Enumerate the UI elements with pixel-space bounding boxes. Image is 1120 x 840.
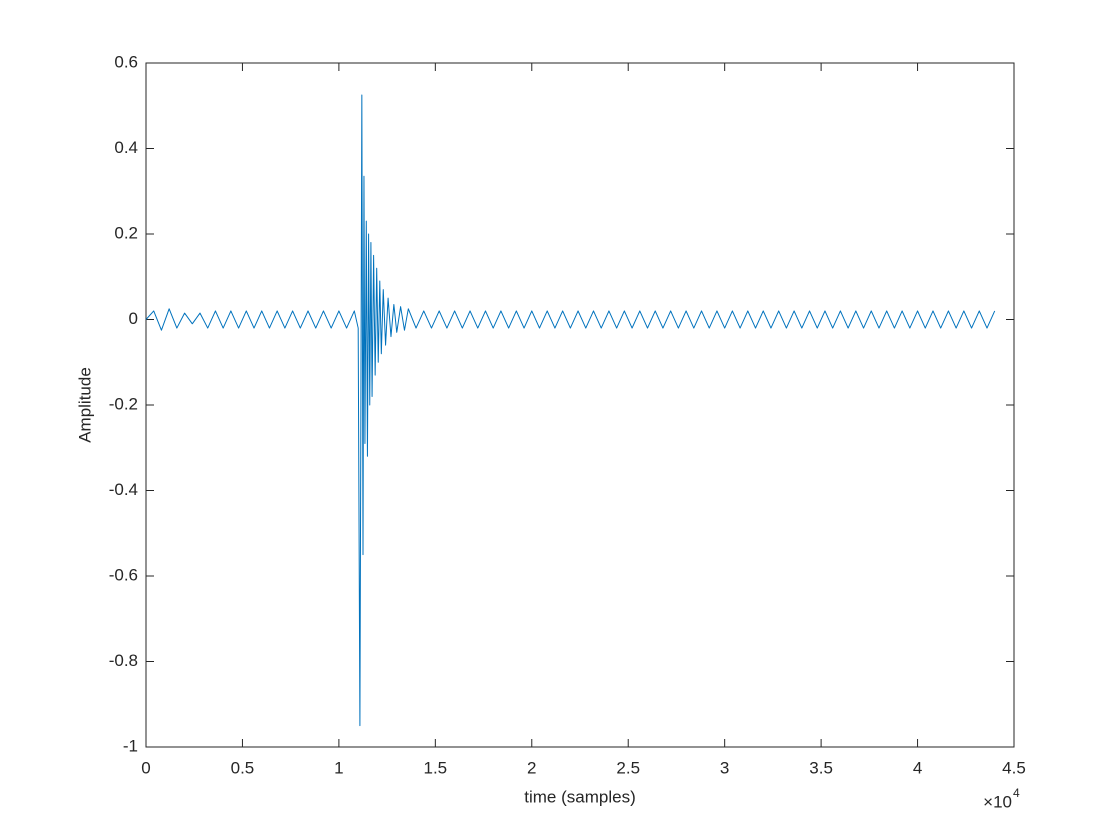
y-tick-label: -0.8 (109, 651, 138, 670)
y-tick-label: -0.6 (109, 565, 138, 584)
y-tick-label: 0.2 (114, 223, 138, 242)
waveform-line (145, 94, 996, 727)
x-tick-label: 1 (334, 758, 343, 777)
x-exponent-base: ×10 (983, 792, 1012, 811)
x-exponent: 4 (1013, 786, 1020, 800)
x-tick-label: 0.5 (231, 758, 255, 777)
x-tick-label: 4 (913, 758, 922, 777)
x-tick-label: 2 (527, 758, 536, 777)
y-tick-label: -0.4 (109, 480, 138, 499)
y-tick-label: -0.2 (109, 394, 138, 413)
y-tick-label: 0 (129, 309, 138, 328)
y-tick-label: 0.4 (114, 138, 138, 157)
x-tick-label: 3 (720, 758, 729, 777)
x-tick-label: 0 (141, 758, 150, 777)
x-tick-label: 3.5 (809, 758, 833, 777)
x-tick-label: 4.5 (1002, 758, 1026, 777)
y-axis-label: Amplitude (75, 367, 94, 443)
x-axis-label: time (samples) (524, 787, 635, 806)
y-tick-label: 0.6 (114, 52, 138, 71)
y-tick-label: -1 (123, 736, 138, 755)
x-tick-label: 1.5 (424, 758, 448, 777)
x-tick-label: 2.5 (616, 758, 640, 777)
